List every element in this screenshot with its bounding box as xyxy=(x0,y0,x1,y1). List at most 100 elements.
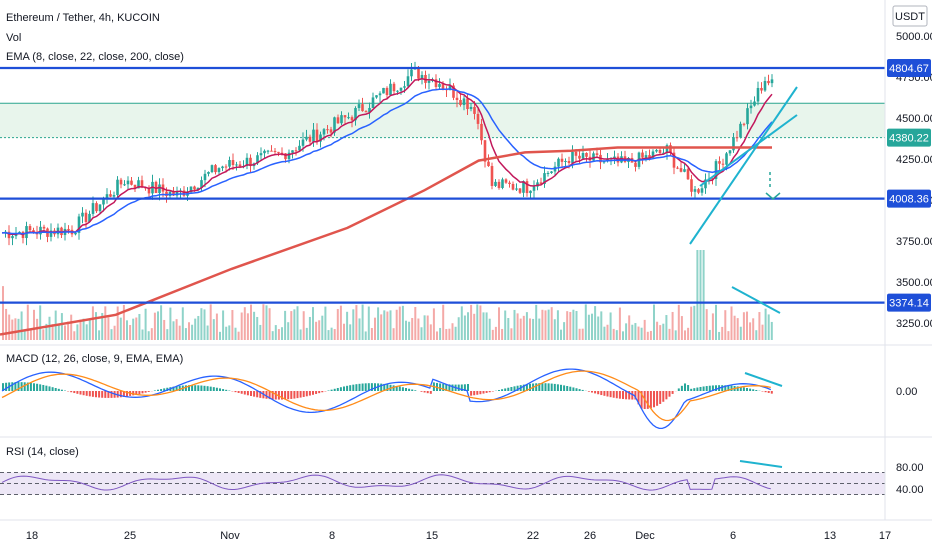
candle-body xyxy=(347,117,350,119)
macd-histogram-bar xyxy=(330,389,333,391)
candle-body xyxy=(452,85,455,98)
macd-histogram-bar xyxy=(420,391,423,392)
volume-bar xyxy=(736,318,739,340)
candle-body xyxy=(116,179,119,196)
macd-histogram-bar xyxy=(730,385,733,391)
volume-bar xyxy=(454,326,457,340)
macd-histogram-bar xyxy=(104,391,107,398)
macd-histogram-bar xyxy=(742,387,745,391)
candle-body xyxy=(84,212,88,222)
volume-bar xyxy=(209,304,212,340)
macd-histogram-bar xyxy=(374,383,376,391)
horizontal-levels xyxy=(0,66,885,304)
volume-bar xyxy=(349,324,352,340)
time-tick-label: 15 xyxy=(426,530,438,542)
volume-bar xyxy=(646,331,649,340)
macd-histogram-bar xyxy=(603,391,606,396)
volume-bar xyxy=(699,250,702,340)
macd-histogram-bar xyxy=(57,388,60,391)
macd-histogram-bar xyxy=(752,389,755,391)
candle-body xyxy=(77,216,81,233)
macd-histogram-bar xyxy=(126,391,128,397)
volume-bar xyxy=(144,308,147,340)
macd-histogram-bar xyxy=(119,391,122,398)
volume-bar xyxy=(612,328,615,340)
volume-bar xyxy=(439,327,442,340)
candle-body xyxy=(203,173,207,181)
signal-line xyxy=(1,370,771,422)
volume-bar xyxy=(491,329,494,340)
volume-bar xyxy=(702,250,705,340)
volume-bar xyxy=(250,304,252,340)
candle-body xyxy=(343,115,347,118)
candle-body xyxy=(462,98,466,106)
candle-body xyxy=(39,226,42,235)
volume-bar xyxy=(693,305,696,340)
candle-body xyxy=(326,129,329,131)
volume-bar xyxy=(637,326,640,340)
candle-body xyxy=(18,231,21,233)
volume-bar xyxy=(39,305,42,340)
macd-histogram-bar xyxy=(578,389,581,391)
candle-body xyxy=(399,87,403,91)
macd-histogram-bar xyxy=(513,386,516,391)
volume-bar xyxy=(634,323,637,340)
candle-body xyxy=(336,117,340,124)
volume-bar xyxy=(770,321,773,340)
macd-histogram-bar xyxy=(721,385,724,391)
volume-bar xyxy=(380,314,383,340)
candle-body xyxy=(95,203,98,212)
macd-histogram-bar xyxy=(550,383,553,391)
volume-bar xyxy=(215,313,218,340)
macd-histogram-bar xyxy=(612,391,615,398)
volume-bar xyxy=(14,318,17,340)
volume-bar xyxy=(113,325,116,340)
candle-body xyxy=(189,186,193,193)
volume-bar xyxy=(200,308,203,340)
macd-histogram-bar xyxy=(566,386,569,391)
macd-histogram-bar xyxy=(405,387,407,391)
macd-histogram-bar xyxy=(556,384,559,391)
volume-bar xyxy=(228,325,231,340)
macd-histogram-bar xyxy=(349,385,352,391)
macd-histogram-bar xyxy=(498,389,500,391)
volume-bar xyxy=(268,308,271,340)
candle-body xyxy=(298,145,301,151)
volume-bar xyxy=(169,307,172,340)
volume-bar xyxy=(649,330,652,340)
macd-histogram-bar xyxy=(240,391,243,394)
volume-bar xyxy=(305,327,308,340)
currency-button[interactable] xyxy=(892,5,928,27)
candle-body xyxy=(378,93,382,96)
candle-body xyxy=(648,155,651,158)
macd-histogram-bar xyxy=(222,389,225,391)
candle-body xyxy=(175,191,179,196)
macd-histogram-bar xyxy=(510,387,513,391)
volume-bar xyxy=(463,315,466,340)
macd-histogram-bar xyxy=(594,391,597,394)
macd-histogram-bar xyxy=(98,391,101,398)
macd-histogram-bar xyxy=(423,391,426,393)
time-tick-label: 26 xyxy=(584,530,596,542)
volume-bar xyxy=(383,310,386,340)
volume-bar xyxy=(253,311,256,340)
volume-bar xyxy=(132,318,135,340)
volume-bar xyxy=(764,308,767,340)
macd-histogram-bar xyxy=(219,388,221,391)
volume-bar xyxy=(696,250,699,340)
macd-histogram-bar xyxy=(246,391,249,396)
volume-bar xyxy=(281,327,283,340)
volume-bar xyxy=(436,331,438,340)
candle-body xyxy=(497,181,501,188)
candle-body xyxy=(749,105,753,109)
rsi-tick-label: 80.00 xyxy=(896,462,924,474)
macd-histogram-bar xyxy=(296,391,299,399)
volume-bar xyxy=(538,318,541,340)
volume-bar xyxy=(711,313,714,340)
volume-bar xyxy=(631,324,634,340)
macd-histogram-bar xyxy=(665,391,668,400)
candle-body xyxy=(504,179,508,183)
candle-body xyxy=(256,155,259,164)
candle-body xyxy=(564,160,567,162)
macd-histogram-bar xyxy=(411,389,414,391)
